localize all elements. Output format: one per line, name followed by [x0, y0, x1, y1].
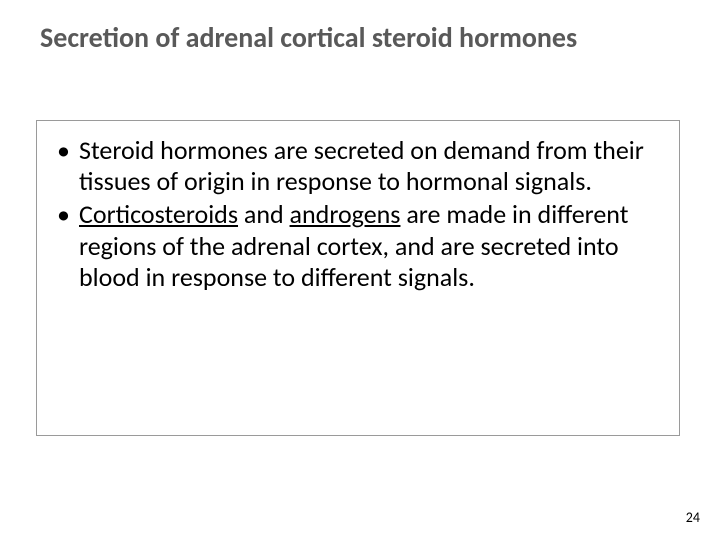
bullet-list: Steroid hormones are secreted on demand …: [55, 135, 661, 293]
slide: Secretion of adrenal cortical steroid ho…: [0, 0, 720, 540]
list-item: Corticosteroids and androgens are made i…: [55, 199, 661, 293]
underlined-term: Corticosteroids: [79, 198, 238, 230]
list-item: Steroid hormones are secreted on demand …: [55, 135, 661, 197]
content-box: Steroid hormones are secreted on demand …: [36, 120, 680, 436]
underlined-term: androgens: [290, 198, 401, 230]
bullet-text: and: [238, 198, 290, 230]
slide-title: Secretion of adrenal cortical steroid ho…: [40, 22, 680, 54]
page-number: 24: [686, 509, 700, 526]
bullet-text: Steroid hormones are secreted on demand …: [79, 134, 644, 197]
